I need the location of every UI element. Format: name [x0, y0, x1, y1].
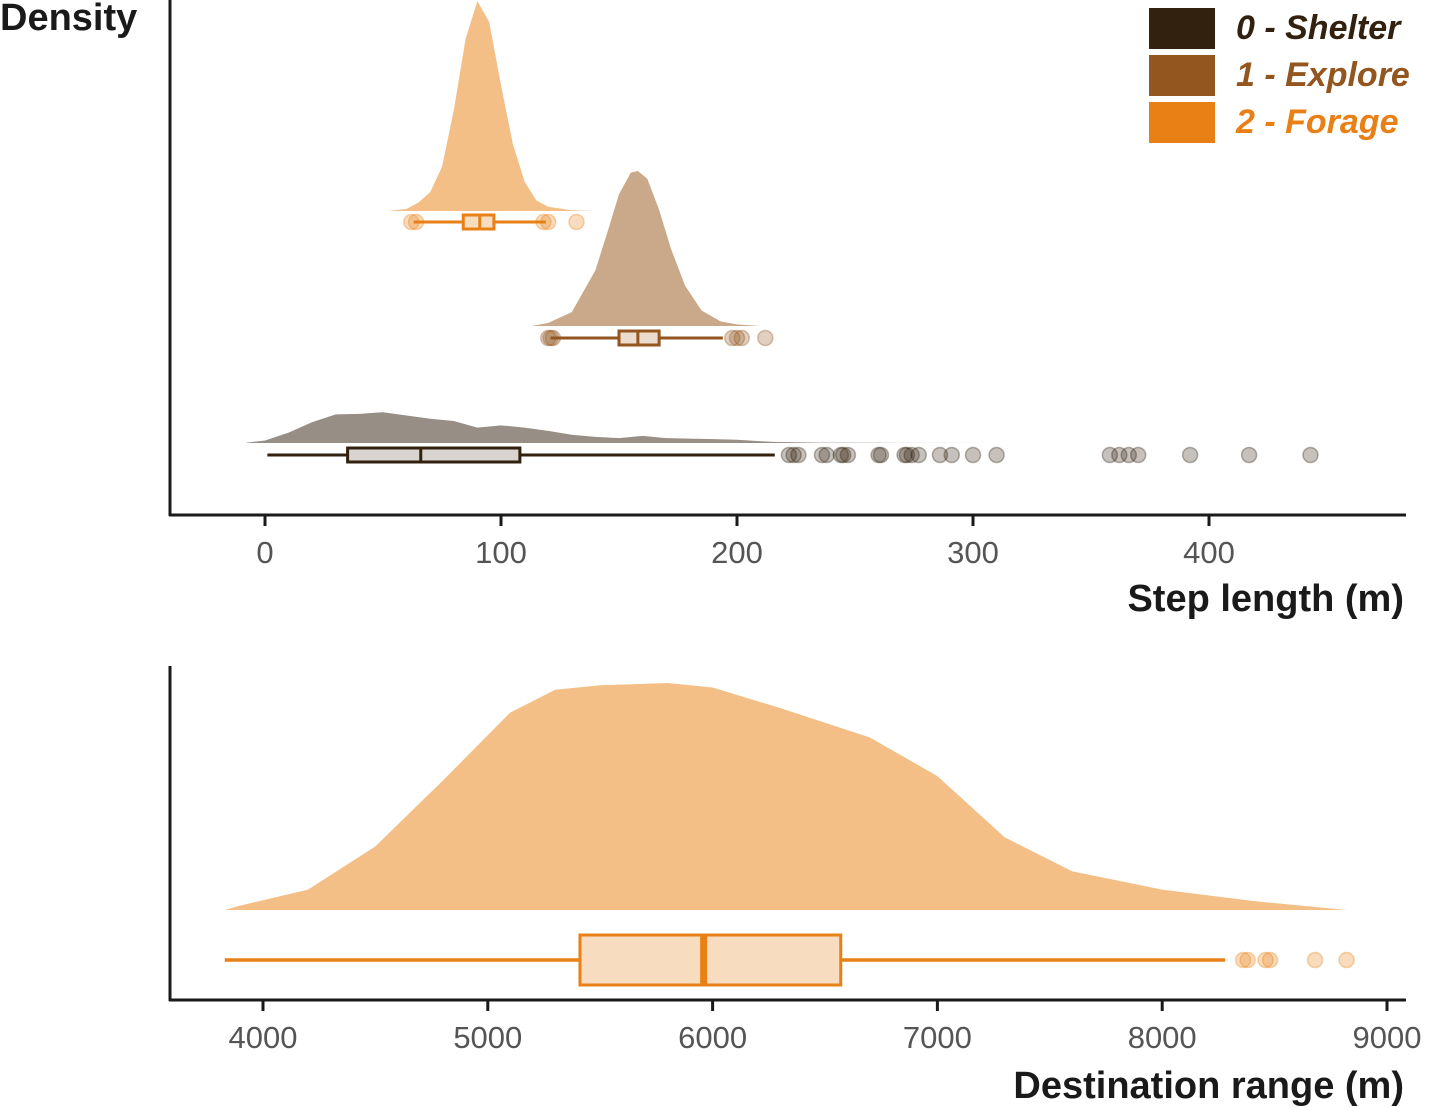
x-tick-label: 5000 [453, 1020, 522, 1055]
legend-swatch-forage [1149, 102, 1215, 143]
series-2-forage [387, 1, 596, 231]
outlier-point [1234, 951, 1252, 969]
density-cloud [387, 1, 596, 211]
iqr-box [346, 446, 522, 464]
x-tick-label: 0 [256, 535, 273, 570]
legend-swatch-shelter [1149, 8, 1215, 49]
outlier-point [1261, 951, 1279, 969]
x-axis-ticks: 4000 5000 6000 7000 8000 9000 [229, 1001, 1422, 1055]
outlier-point [1257, 951, 1274, 969]
outlier-point [568, 213, 585, 231]
series-0-shelter [246, 412, 1319, 464]
legend: 0 - Shelter 1 - Explore 2 - Forage [1149, 8, 1410, 143]
density-cloud [531, 171, 761, 326]
step-length-panel: Density 0 100 200 300 400 Step length (m) 0 … [0, 0, 1410, 620]
outlier-point [1338, 951, 1355, 969]
outlier-point [903, 446, 920, 464]
legend-swatch-explore [1149, 55, 1215, 96]
outlier-point [1239, 951, 1256, 969]
x-tick-label: 300 [947, 535, 999, 570]
outlier-point [988, 446, 1005, 464]
x-tick-label: 100 [475, 535, 527, 570]
outlier-point [896, 446, 913, 464]
outlier-point [870, 446, 887, 464]
outlier-point [539, 213, 557, 231]
outlier-point [1111, 446, 1128, 464]
outlier-point [818, 446, 835, 464]
x-tick-label: 200 [711, 535, 763, 570]
outlier-point [813, 446, 831, 464]
step-length-series [246, 1, 1319, 464]
y-axis-title: Density [0, 0, 137, 39]
x-tick-label: 7000 [903, 1020, 972, 1055]
outlier-point [898, 446, 916, 464]
outlier-point [910, 446, 927, 464]
legend-label-explore: 1 - Explore [1236, 56, 1410, 94]
outlier-point [839, 446, 857, 464]
destination-range-panel: 4000 5000 6000 7000 8000 9000 Destination ran… [168, 666, 1422, 1107]
outlier-point [1306, 951, 1324, 969]
series-2-forage [224, 683, 1355, 987]
outlier-point [1240, 446, 1258, 464]
legend-label-forage: 2 - Forage [1235, 103, 1398, 141]
outlier-point [403, 213, 420, 231]
outlier-point [757, 329, 774, 347]
density-cloud [224, 683, 1347, 910]
outlier-point [535, 213, 552, 231]
outlier-point [834, 446, 852, 464]
outlier-point [790, 446, 807, 464]
outlier-point [544, 329, 562, 347]
outlier-point [964, 446, 982, 464]
outlier-point [1302, 446, 1319, 464]
outlier-point [1120, 446, 1138, 464]
outlier-point [1181, 446, 1199, 464]
outlier-point [539, 329, 557, 347]
outlier-point [785, 446, 802, 464]
outlier-point [872, 446, 890, 464]
x-tick-label: 400 [1183, 535, 1235, 570]
series-1-explore [531, 171, 774, 347]
x-tick-label: 9000 [1353, 1020, 1422, 1055]
outlier-point [733, 329, 750, 347]
x-axis-title: Destination range (m) [1013, 1065, 1404, 1107]
legend-label-shelter: 0 - Shelter [1236, 9, 1402, 47]
x-tick-label: 8000 [1128, 1020, 1197, 1055]
outlier-point [542, 329, 559, 347]
outlier-point [931, 446, 949, 464]
outlier-point [943, 446, 961, 464]
x-tick-label: 4000 [229, 1020, 298, 1055]
outlier-point [780, 446, 798, 464]
outlier-point [1129, 446, 1147, 464]
outlier-point [832, 446, 850, 464]
outlier-point [724, 329, 741, 347]
x-tick-label: 6000 [678, 1020, 747, 1055]
destination-range-series [224, 683, 1355, 987]
outlier-point [1101, 446, 1119, 464]
x-axis-ticks: 0 100 200 300 400 [256, 516, 1235, 570]
x-axis-title: Step length (m) [1127, 578, 1404, 620]
iqr-box [578, 933, 843, 987]
density-cloud [246, 412, 997, 443]
outlier-point [407, 213, 425, 231]
outlier-point [728, 329, 746, 347]
